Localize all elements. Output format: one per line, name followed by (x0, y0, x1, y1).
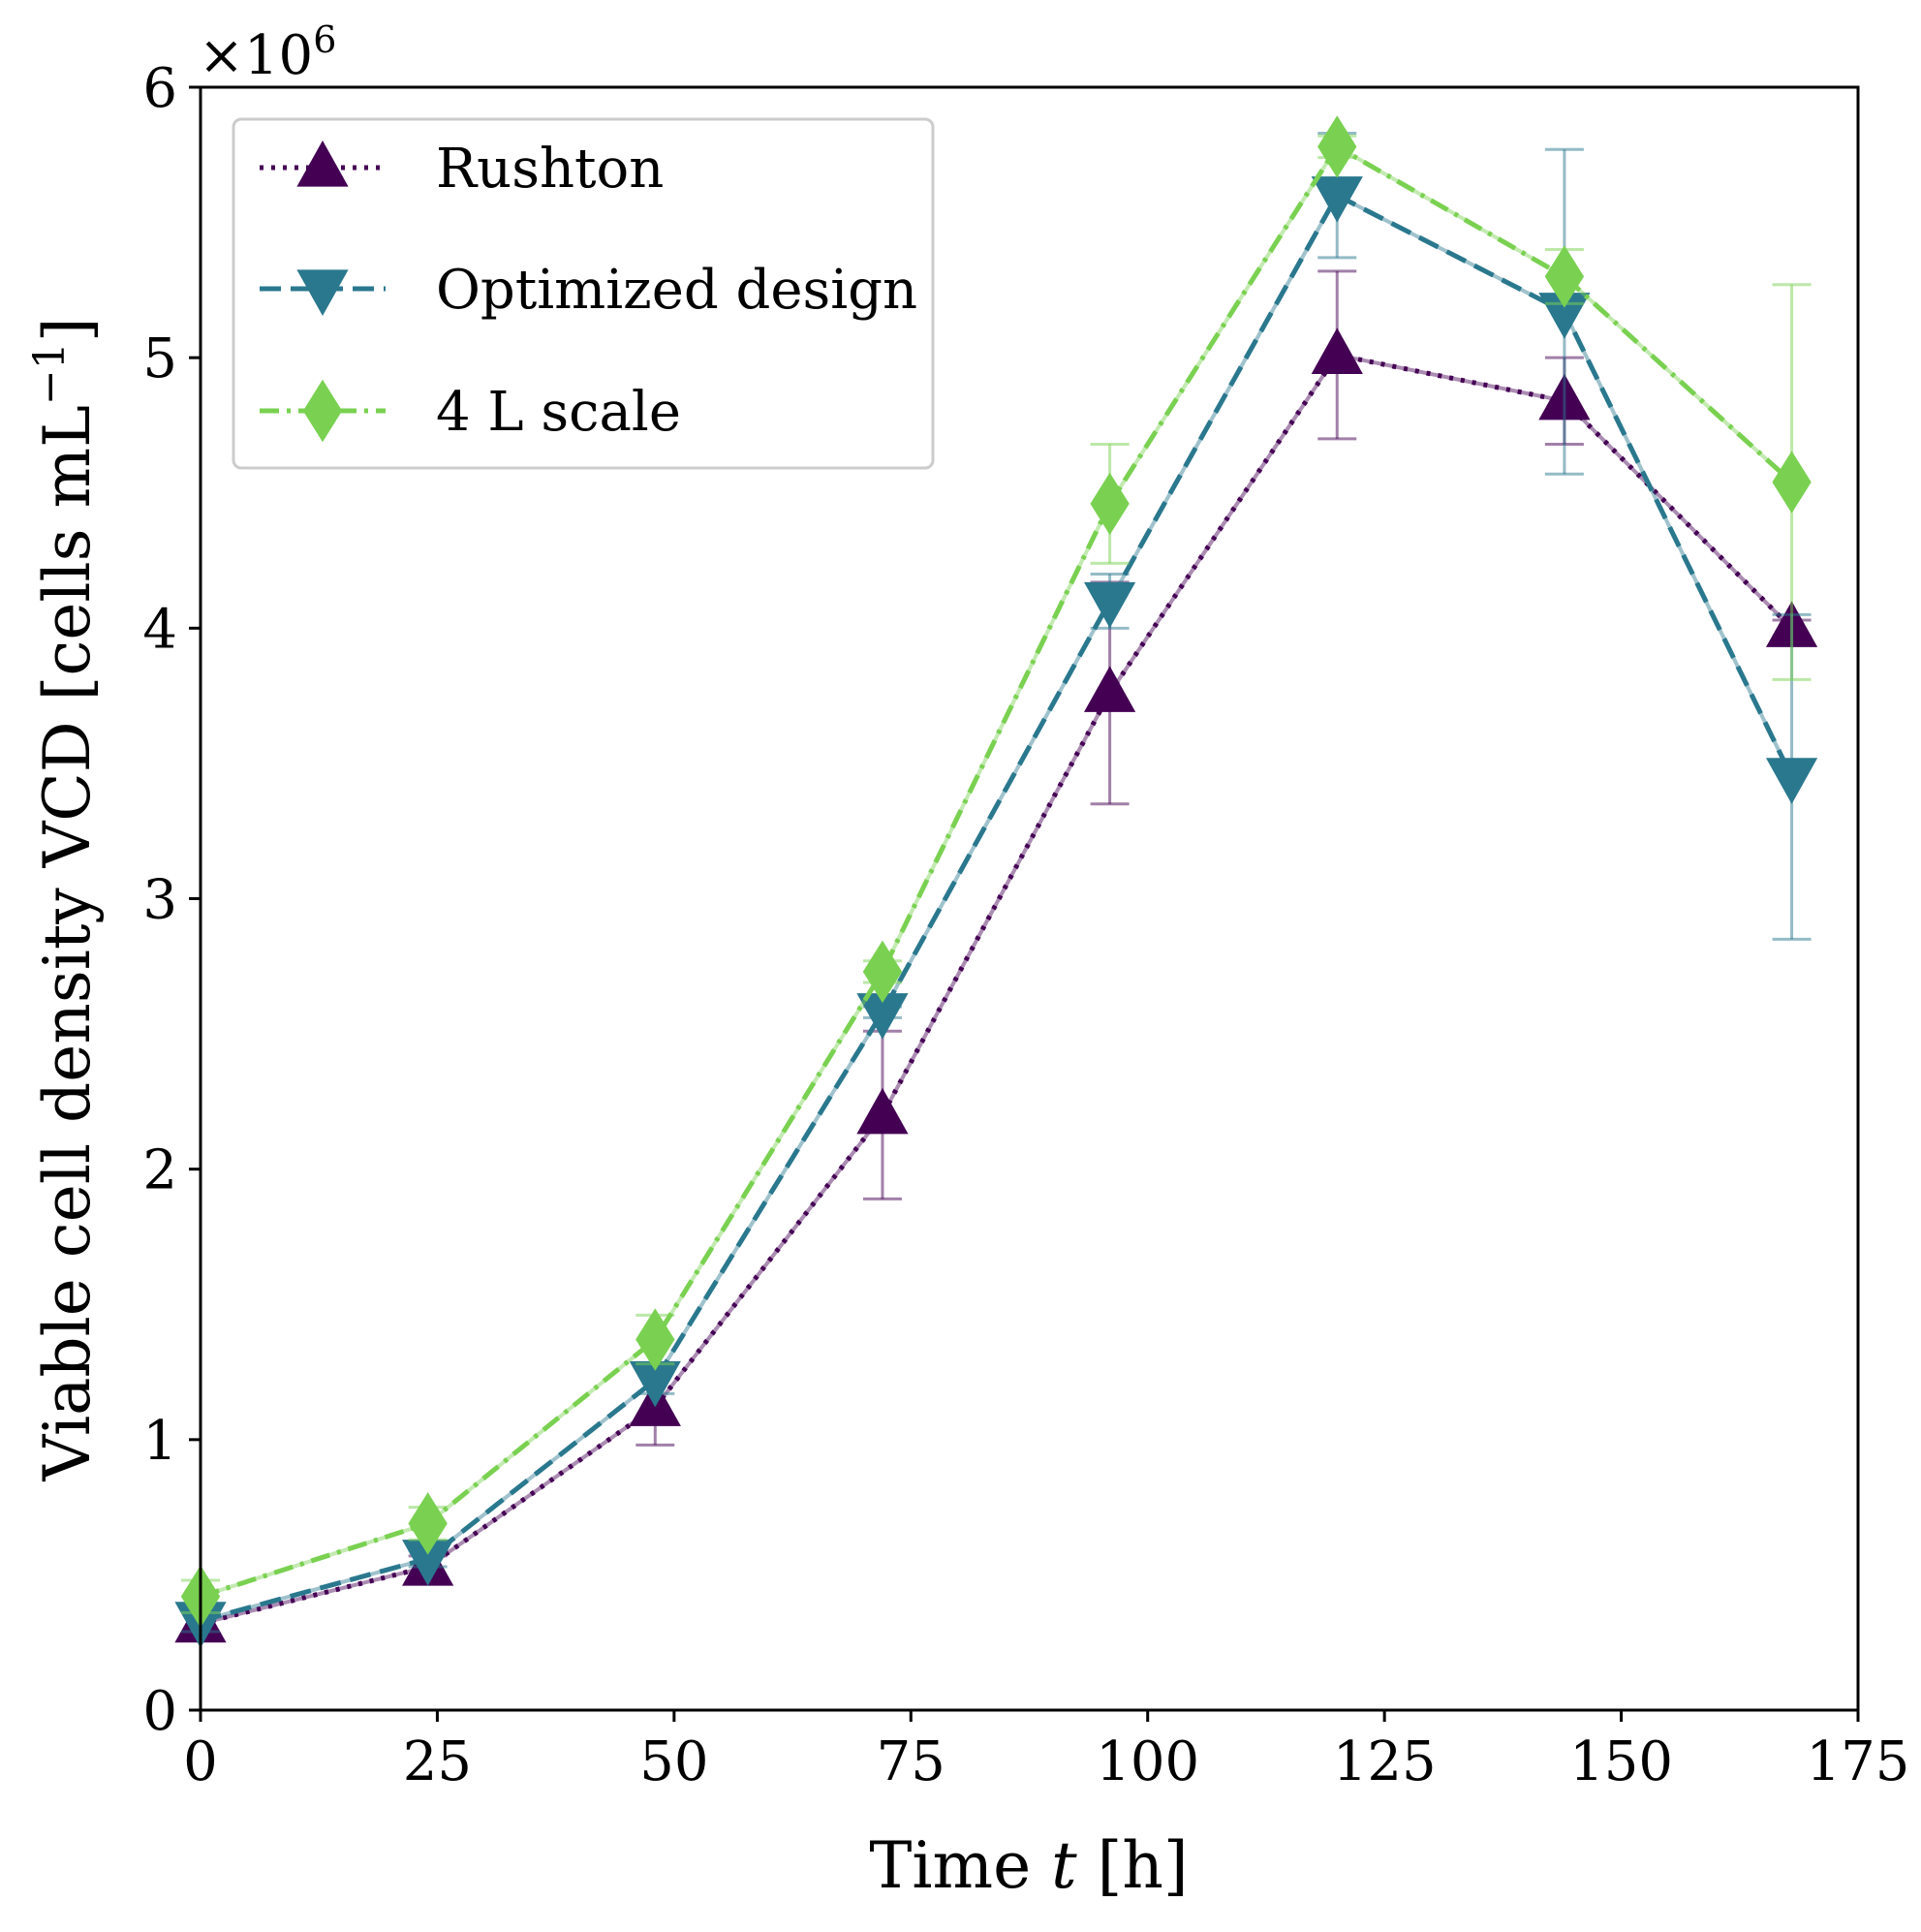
x-tick-label: 50 (639, 1730, 708, 1793)
data-point (1772, 451, 1812, 514)
y-tick-label: 0 (142, 1680, 177, 1743)
data-point (408, 1492, 448, 1555)
data-point (402, 1540, 454, 1586)
x-tick-label: 75 (877, 1730, 945, 1793)
y-tick-label: 4 (142, 598, 177, 661)
y-tick-label: 5 (142, 327, 177, 390)
y-tick-label: 1 (142, 1410, 177, 1473)
series-optimized-design (174, 131, 1818, 1648)
y-tick-label: 2 (142, 1139, 177, 1202)
x-tick-label: 100 (1096, 1730, 1199, 1793)
legend-marker (296, 140, 349, 187)
data-point (1317, 115, 1357, 178)
legend-label: Rushton (436, 138, 664, 201)
data-point (1311, 327, 1363, 374)
data-point (1084, 666, 1136, 712)
x-tick-label: 150 (1569, 1730, 1673, 1793)
y-multiplier: ×106 (199, 18, 336, 87)
data-point (1544, 245, 1585, 308)
data-point (629, 1360, 681, 1408)
series-layer (174, 115, 1818, 1648)
x-tick-label: 125 (1333, 1730, 1437, 1793)
data-point (856, 993, 909, 1040)
legend-label: Optimized design (436, 259, 917, 322)
legend-label: 4 L scale (436, 381, 681, 444)
y-tick-label: 6 (142, 57, 177, 120)
series-line (200, 352, 1794, 1627)
series-line (200, 143, 1794, 1600)
x-tick-label: 25 (403, 1730, 472, 1793)
legend-marker (302, 379, 343, 443)
x-axis-label: Time t [h] (869, 1828, 1188, 1903)
data-point (1765, 758, 1818, 804)
series-line (200, 192, 1794, 1624)
x-tick-label: 0 (183, 1730, 218, 1793)
legend-marker (296, 269, 349, 316)
data-point (1090, 472, 1130, 536)
y-tick-label: 3 (142, 869, 177, 932)
x-tick-label: 175 (1807, 1730, 1910, 1793)
data-point (635, 1308, 675, 1371)
data-point (862, 940, 903, 1004)
legend-box (232, 117, 935, 470)
data-point (856, 1087, 909, 1135)
legend: Rushton Optimized design 4 L scale (232, 117, 935, 470)
y-axis-label: Viable cell density VCD [cells mL−1] (25, 317, 105, 1481)
ticks-layer: 0 25 50 75 100 125 150 175 0 1 2 3 4 5 6 (142, 57, 1909, 1793)
data-point (1311, 176, 1363, 223)
data-point (1084, 581, 1136, 629)
